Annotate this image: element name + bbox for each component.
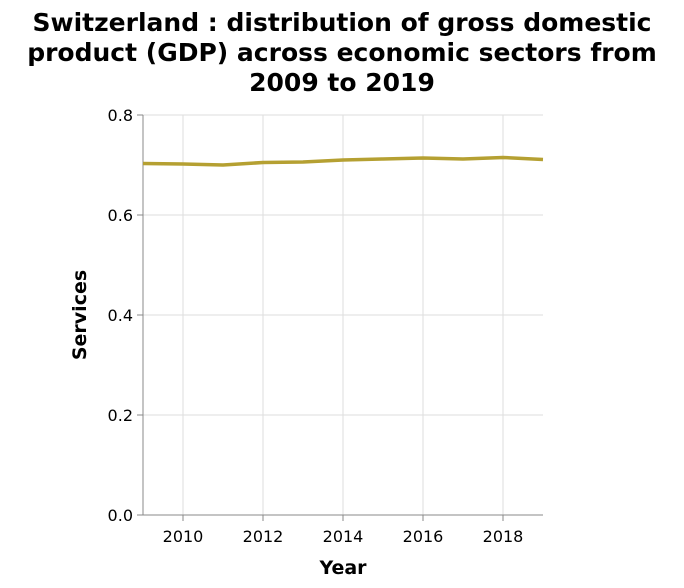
title-line-1: Switzerland : distribution of gross dome… (33, 8, 652, 37)
x-axis-label: Year (318, 557, 367, 579)
y-tick-label: 0.6 (108, 206, 133, 225)
chart-title: Switzerland : distribution of gross dome… (27, 8, 657, 97)
y-tick-label: 0.8 (108, 106, 133, 125)
y-tick-label: 0.4 (108, 306, 133, 325)
services-line (142, 155, 544, 167)
x-tick-label: 2016 (403, 527, 444, 546)
title-line-3: 2009 to 2019 (249, 68, 435, 97)
x-tick-label: 2010 (163, 527, 204, 546)
title-line-2: product (GDP) across economic sectors fr… (27, 38, 657, 67)
series-lines (142, 155, 544, 167)
y-tick-label: 0.0 (108, 506, 133, 525)
x-tick-label: 2012 (243, 527, 284, 546)
grid-lines (143, 114, 543, 516)
y-axis-label: Services (69, 270, 91, 360)
x-tick-label: 2018 (483, 527, 524, 546)
x-tick-label: 2014 (323, 527, 364, 546)
tick-labels: 0.0 0.2 0.4 0.6 0.8 2010 2012 2014 2016 2018 (108, 106, 524, 546)
axes (137, 114, 543, 521)
y-tick-label: 0.2 (108, 406, 133, 425)
